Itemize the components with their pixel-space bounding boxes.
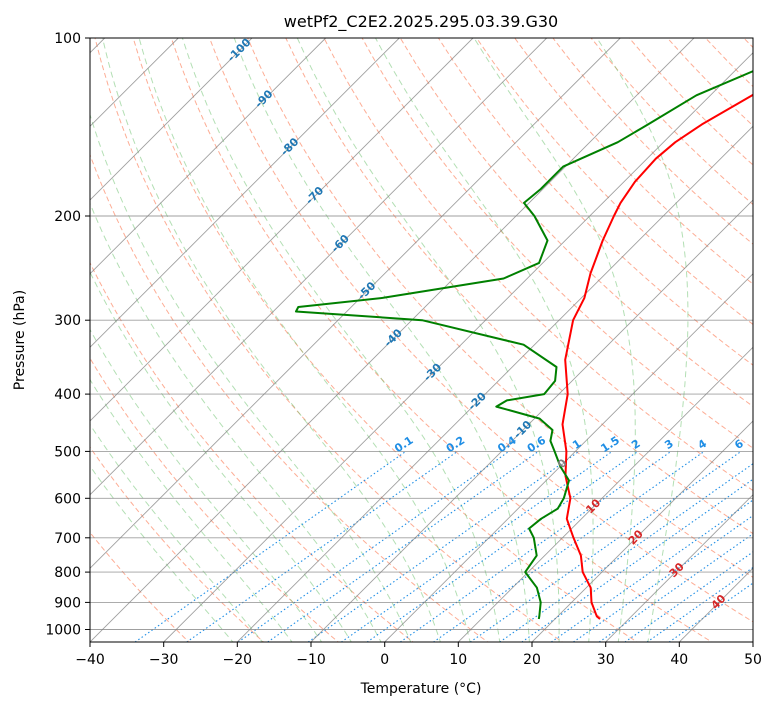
dry-adiabat-line [90, 153, 489, 642]
isotherm-line [90, 38, 695, 642]
mixing-ratio-line [598, 533, 753, 642]
y-tick-label: 100 [54, 31, 81, 47]
isotherm-line [236, 125, 753, 642]
dry-adiabat-line [476, 38, 753, 326]
temperature-line [561, 93, 753, 620]
y-tick-label: 900 [54, 595, 81, 611]
x-tick-label: −20 [223, 652, 253, 668]
mixing-ratio-line [624, 551, 753, 642]
isotherm-line [457, 346, 753, 642]
isotherm-line [752, 641, 753, 642]
mixing-ratio-line [646, 566, 753, 642]
mixing-ratio-line [469, 450, 742, 642]
y-tick-label: 200 [54, 209, 81, 225]
plot-frame [89, 37, 754, 643]
y-tick-label: 1000 [45, 623, 81, 639]
mixing-ratio-line [399, 450, 672, 642]
mixing-ratio-label: 8 [762, 437, 775, 452]
mixing-ratio-line [432, 450, 705, 642]
mixing-ratio-line [185, 450, 458, 642]
dry-adiabat-line [90, 357, 339, 642]
plot-background [90, 38, 753, 642]
y-axis-ticks: 100 200 300 400 500 600 700 800 900 1000 [45, 31, 90, 639]
y-tick-label: 800 [54, 565, 81, 581]
mixing-ratio-line [668, 582, 753, 642]
mixing-ratio-line [134, 450, 407, 642]
grid-lines [90, 38, 753, 642]
x-tick-label: 20 [523, 652, 541, 668]
moist-adiabat-line [90, 113, 412, 642]
isotherm-line [90, 38, 621, 569]
y-axis-label: Pressure (hPa) [12, 290, 28, 390]
x-tick-label: 0 [380, 652, 389, 668]
dry-adiabat-line [323, 38, 753, 492]
y-tick-label: 400 [54, 387, 81, 403]
mixing-ratio-line [266, 450, 539, 642]
mixing-ratio-line [521, 478, 753, 642]
dry-adiabat-line [361, 38, 753, 449]
isotherm-line [384, 273, 753, 642]
isotherm-line [90, 38, 400, 348]
isotherm-line [163, 52, 753, 642]
y-tick-label: 500 [54, 444, 81, 460]
x-tick-label: −30 [149, 652, 179, 668]
chart-title: wetPf2_C2E2.2025.295.03.39.G30 [284, 12, 558, 32]
x-axis-ticks: −40 −30 −20 −10 0 10 20 30 40 50 [75, 642, 762, 668]
isotherm-line [310, 199, 753, 642]
moist-adiabat-line [90, 202, 382, 642]
x-tick-label: 10 [449, 652, 467, 668]
x-axis-label: Temperature (°C) [360, 681, 482, 697]
mixing-ratio-line [366, 450, 639, 642]
isotherm-line [605, 494, 753, 642]
dry-adiabat-line [94, 38, 564, 642]
mixing-ratio-line [340, 450, 613, 642]
dewpoint-line [295, 70, 753, 620]
x-tick-label: −40 [75, 652, 105, 668]
x-tick-label: −10 [296, 652, 326, 668]
isotherm-line [90, 38, 253, 201]
dry-adiabat-line [437, 38, 753, 366]
x-tick-label: 40 [670, 652, 688, 668]
isotherm-line [90, 38, 327, 275]
y-tick-label: 300 [54, 313, 81, 329]
mixing-ratio-line [307, 450, 580, 642]
isotherm-line [531, 420, 753, 642]
y-tick-label: 600 [54, 491, 81, 507]
dry-adiabat-line [90, 446, 265, 642]
x-tick-label: 30 [597, 652, 615, 668]
profile-lines [295, 70, 753, 620]
y-tick-label: 700 [54, 531, 81, 547]
x-tick-label: 50 [744, 652, 762, 668]
isotherm-line [90, 38, 548, 496]
isotherm-line [90, 38, 474, 422]
mixing-ratio-line [550, 499, 753, 642]
mixing-ratio-line [237, 450, 510, 642]
